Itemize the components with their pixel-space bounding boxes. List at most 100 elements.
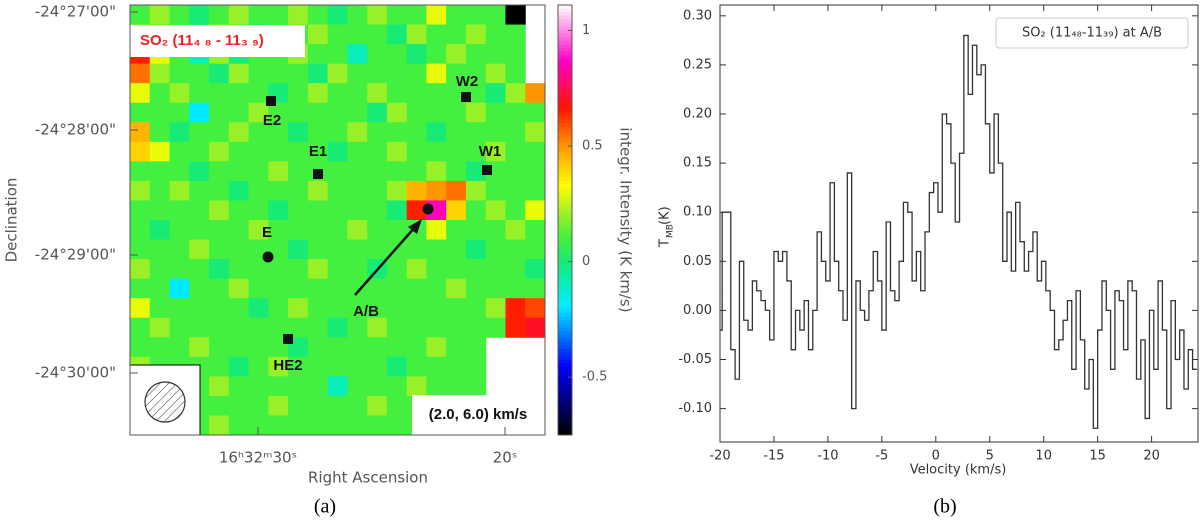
map-cell [406,298,427,319]
map-cell [209,220,230,241]
colorbar-swatch [558,252,572,257]
colorbar-swatch [558,420,572,425]
colorbar-swatch [558,40,572,45]
map-cell [209,63,230,84]
colorbar-swatch [558,130,572,135]
map-cell [465,5,487,26]
map-cell [169,102,190,123]
map-cell [130,259,151,280]
source-label: E1 [309,143,327,160]
map-cell [268,5,289,26]
map-cell [248,220,269,241]
colorbar-swatch [558,295,572,300]
colorbar-swatch [558,101,572,106]
colorbar-swatch [558,316,572,321]
map-cell [465,44,487,65]
map-cell [446,44,467,65]
map-cell [307,239,329,260]
x-tick-label: 10 [1035,449,1052,464]
map-cell [327,415,348,436]
map-cell [327,337,348,358]
map-cell [426,63,447,84]
colorbar-swatch [558,65,572,70]
colorbar-swatch [558,169,572,174]
x-tick-label: -20 [709,449,730,464]
map-cell [307,200,329,221]
map-cell [367,161,388,182]
map-cell [446,102,467,123]
map-cell [169,259,190,280]
map-cell [406,259,427,280]
colorbar-swatch [558,19,572,24]
map-cell [149,141,171,162]
map-cell [149,317,171,338]
colorbar-swatch [558,431,572,436]
map-cell [228,376,250,397]
colorbar-swatch [558,392,572,397]
map-cell [347,122,368,143]
colorbar-swatch [558,381,572,386]
map-cell [189,63,210,84]
y-tick-label: 0.25 [683,57,712,72]
colorbar-swatch [558,341,572,346]
colorbar-label: integr. Intensity (K km/s) [617,127,635,312]
map-cell [189,239,210,260]
map-cell [169,239,190,260]
map-cell [426,239,447,260]
map-cell [406,239,427,260]
y-tick-label: -24°30'00" [35,364,116,382]
map-cell [446,220,467,241]
colorbar-swatch [558,370,572,375]
map-cell [307,220,329,241]
map-cell [406,356,427,377]
map-cell [248,356,269,377]
map-xlabel: Right Ascension [308,469,428,487]
map-cell [426,141,447,162]
map-cell [347,317,368,338]
colorbar-swatch [558,216,572,221]
source-label: W2 [456,73,479,90]
map-cell [228,83,250,104]
y-label-sub: MB [666,224,676,238]
map-cell [228,5,250,26]
map-cell [446,317,467,338]
map-cell [189,317,210,338]
map-cell [149,122,171,143]
map-cell [446,298,467,319]
map-cell [446,356,467,377]
map-cell [248,5,269,26]
map-cell [228,298,250,319]
colorbar-swatch [558,374,572,379]
map-cell [386,24,408,45]
map-cell [327,200,348,221]
map-cell [228,337,250,358]
colorbar-swatch [558,417,572,422]
map-cell [149,239,171,260]
map-ylabel: Declination [3,178,21,263]
colorbar-swatch [558,263,572,268]
x-tick-label: -10 [817,449,838,464]
colorbar-swatch [558,399,572,404]
map-cell [386,44,408,65]
colorbar-swatch [558,119,572,124]
y-tick-label: -0.10 [678,401,712,416]
map-cell [505,161,526,182]
map-cell [228,356,250,377]
map-cell [347,5,368,26]
colorbar-swatch [558,5,572,10]
map-cell [228,122,250,143]
map-cell [327,259,348,280]
map-cell [505,24,526,45]
colorbar-swatch [558,162,572,167]
map-cell [169,122,190,143]
map-cell [248,337,269,358]
map-cell [268,317,289,338]
map-cell [347,395,368,416]
source-label: HE2 [273,357,302,374]
colorbar-swatch [558,58,572,63]
map-cell [505,239,526,260]
map-cell [228,220,250,241]
map-cell [446,5,467,26]
colorbar-swatch [558,248,572,253]
map-cell [268,200,289,221]
